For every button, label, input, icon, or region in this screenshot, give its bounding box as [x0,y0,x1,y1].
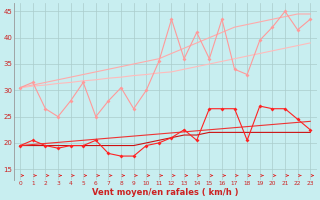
X-axis label: Vent moyen/en rafales ( km/h ): Vent moyen/en rafales ( km/h ) [92,188,238,197]
